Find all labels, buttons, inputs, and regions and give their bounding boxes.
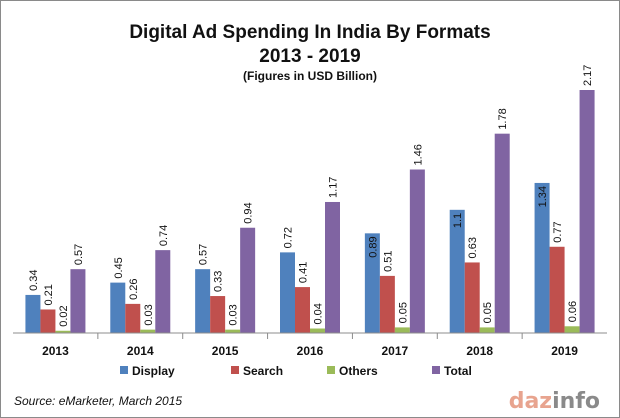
bar-total-2017 — [409, 169, 425, 333]
logo-text-part1: daz — [509, 389, 552, 414]
value-label-search-2016: 0.41 — [298, 262, 310, 283]
bar-display-2013 — [25, 294, 41, 333]
x-tick-label-2014: 2014 — [127, 344, 154, 358]
value-label-others-2017: 0.05 — [397, 302, 409, 323]
bar-total-2016 — [325, 201, 340, 333]
x-tick-label-2019: 2019 — [551, 344, 578, 358]
value-label-others-2018: 0.05 — [482, 302, 494, 323]
value-label-total-2014: 0.74 — [158, 225, 170, 246]
bar-total-2015 — [240, 227, 256, 333]
x-tick-label-2013: 2013 — [42, 344, 69, 358]
value-label-display-2013: 0.34 — [28, 270, 40, 291]
legend-label-display: Display — [132, 364, 175, 378]
logo-text-part2: info — [552, 389, 600, 414]
bar-others-2016 — [310, 328, 325, 333]
legend-swatch-search — [231, 366, 239, 374]
bar-display-2018 — [449, 209, 465, 333]
value-label-display-2016: 0.72 — [283, 227, 295, 248]
x-tick-label-2016: 2016 — [297, 344, 324, 358]
chart-title: Digital Ad Spending In India By Formats — [129, 22, 490, 43]
value-label-display-2017: 0.89 — [367, 236, 379, 257]
bar-total-2014 — [155, 250, 171, 333]
value-label-others-2016: 0.04 — [313, 303, 325, 324]
value-label-search-2018: 0.63 — [467, 237, 479, 258]
bar-search-2013 — [40, 309, 56, 333]
value-label-total-2019: 2.17 — [582, 65, 594, 86]
legend-label-others: Others — [339, 364, 378, 378]
bar-others-2013 — [55, 330, 71, 333]
bar-search-2018 — [464, 262, 480, 333]
value-label-others-2014: 0.03 — [143, 304, 155, 325]
bar-search-2015 — [210, 296, 226, 333]
bar-total-2018 — [494, 133, 510, 333]
value-labels-layer: 0.340.210.020.570.450.260.030.740.570.33… — [28, 65, 594, 327]
value-label-total-2013: 0.57 — [73, 244, 85, 265]
value-label-search-2013: 0.21 — [43, 284, 55, 305]
bar-others-2017 — [394, 327, 410, 333]
bar-display-2016 — [280, 252, 295, 333]
bars-layer — [25, 90, 595, 333]
bar-search-2019 — [549, 246, 565, 333]
value-label-total-2015: 0.94 — [243, 202, 255, 223]
value-label-search-2014: 0.26 — [128, 278, 140, 299]
legend-label-search: Search — [243, 364, 283, 378]
value-label-display-2014: 0.45 — [113, 257, 125, 278]
chart-title-years: 2013 - 2019 — [259, 46, 360, 67]
source-note: Source: eMarketer, March 2015 — [14, 394, 182, 408]
bar-search-2017 — [379, 275, 395, 333]
bar-display-2019 — [534, 182, 550, 333]
bar-others-2018 — [479, 327, 495, 333]
x-axis: 2013 2014 2015 2016 2017 2018 2019 — [13, 332, 607, 358]
legend-swatch-others — [327, 366, 335, 374]
value-label-others-2015: 0.03 — [228, 304, 240, 325]
value-label-others-2013: 0.02 — [58, 305, 70, 326]
bar-others-2014 — [140, 329, 156, 333]
bar-others-2015 — [225, 329, 241, 333]
bar-total-2019 — [579, 90, 595, 333]
bar-total-2013 — [70, 269, 86, 333]
value-label-total-2017: 1.46 — [412, 144, 424, 165]
value-label-search-2015: 0.33 — [213, 271, 225, 292]
value-label-display-2019: 1.34 — [537, 186, 549, 207]
bar-display-2014 — [110, 282, 126, 333]
value-label-total-2018: 1.78 — [497, 108, 509, 129]
x-tick-label-2017: 2017 — [382, 344, 409, 358]
value-label-display-2018: 1.1 — [452, 213, 464, 228]
value-label-total-2016: 1.17 — [328, 177, 340, 198]
value-label-others-2019: 0.06 — [567, 301, 579, 322]
legend-swatch-display — [120, 366, 128, 374]
chart-subtitle: (Figures in USD Billion) — [243, 69, 377, 83]
x-tick-label-2018: 2018 — [466, 344, 493, 358]
x-tick-label-2015: 2015 — [212, 344, 239, 358]
legend-swatch-total — [432, 366, 440, 374]
bar-search-2014 — [125, 303, 141, 333]
dazeinfo-logo: dazinfo — [509, 389, 600, 414]
bar-others-2019 — [564, 326, 580, 333]
bar-search-2016 — [295, 287, 310, 333]
value-label-search-2019: 0.77 — [552, 221, 564, 242]
logo-text: dazinfo — [509, 389, 600, 414]
bar-display-2017 — [364, 233, 380, 333]
legend: Display Search Others Total — [120, 364, 472, 378]
bar-display-2015 — [195, 269, 211, 333]
legend-label-total: Total — [444, 364, 472, 378]
value-label-display-2015: 0.57 — [198, 244, 210, 265]
value-label-search-2017: 0.51 — [382, 250, 394, 271]
